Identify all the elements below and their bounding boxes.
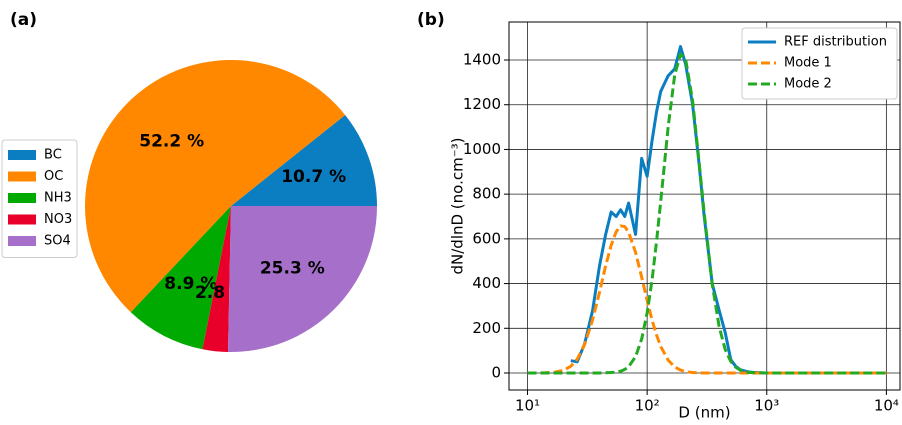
legend-label: NO3 — [44, 212, 72, 227]
y-tick-label: 1400 — [463, 51, 501, 69]
y-tick-label: 400 — [472, 274, 501, 292]
value-label: 52.2 % — [139, 132, 204, 152]
value-label: 25.3 % — [260, 259, 325, 279]
legend-swatch — [8, 236, 36, 246]
y-tick-label: 800 — [472, 185, 501, 203]
axes-frame — [508, 21, 901, 391]
legend-swatch — [8, 150, 36, 160]
y-tick-label: 200 — [472, 319, 501, 337]
x-tick-label: 10¹ — [515, 397, 540, 415]
legend-label: BC — [44, 148, 62, 163]
y-tick-label: 1000 — [463, 140, 501, 158]
x-tick-label: 10³ — [754, 397, 779, 415]
pie-slice — [228, 206, 377, 352]
legend-label: OC — [44, 169, 63, 184]
y-tick-label: 600 — [472, 229, 501, 247]
legend-label: Mode 2 — [784, 77, 832, 92]
y-tick-label: 1200 — [463, 95, 501, 113]
legend-swatch — [8, 193, 36, 203]
x-tick-label: 10⁴ — [874, 397, 899, 415]
legend-label: Mode 1 — [784, 56, 832, 71]
panel-title: (a) — [10, 10, 37, 30]
pie-slice — [85, 60, 346, 313]
x-axis-label: D (nm) — [678, 404, 730, 422]
data-line — [570, 45, 767, 375]
pie-slice — [202, 206, 231, 352]
y-axis-label: dN/dlnD (no.cm⁻³) — [449, 138, 467, 275]
pie-slice — [130, 206, 231, 350]
data-line — [527, 52, 887, 375]
panel-title: (b) — [417, 10, 445, 30]
x-tick-label: 10² — [635, 397, 660, 415]
legend-box — [741, 27, 898, 100]
pie-slice — [231, 114, 377, 206]
legend-swatch — [8, 214, 36, 225]
value-label: 8.9 % — [164, 274, 217, 294]
legend-label: NH3 — [44, 191, 72, 206]
legend-label: SO4 — [44, 234, 71, 249]
legend-box — [1, 139, 78, 258]
legend-swatch — [8, 171, 36, 182]
value-label: 10.7 % — [281, 167, 346, 187]
legend-label: REF distribution — [784, 35, 887, 50]
y-tick-label: 0 — [491, 364, 501, 382]
